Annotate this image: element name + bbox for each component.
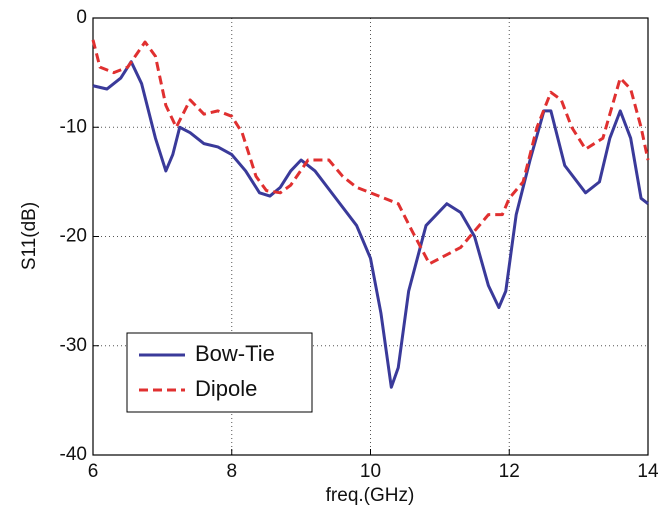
x-tick-label: 14 [637, 461, 659, 482]
x-tick-label: 10 [360, 461, 381, 482]
y-tick-label: -10 [60, 116, 87, 137]
x-tick-label: 8 [226, 461, 237, 482]
y-tick-label: -40 [60, 444, 87, 465]
y-tick-label: -20 [60, 226, 87, 247]
legend-label: Bow-Tie [195, 341, 275, 366]
y-axis-label: S11(dB) [19, 202, 40, 270]
x-axis-label: freq.(GHz) [326, 485, 415, 506]
legend-label: Dipole [195, 376, 257, 401]
x-tick-label: 12 [499, 461, 520, 482]
y-tick-label: -30 [60, 335, 87, 356]
line-series [92, 60, 649, 389]
legend-box [126, 332, 313, 413]
plot-frame [92, 17, 649, 456]
y-tick-label: 0 [76, 7, 87, 28]
x-tick-label: 6 [88, 461, 99, 482]
